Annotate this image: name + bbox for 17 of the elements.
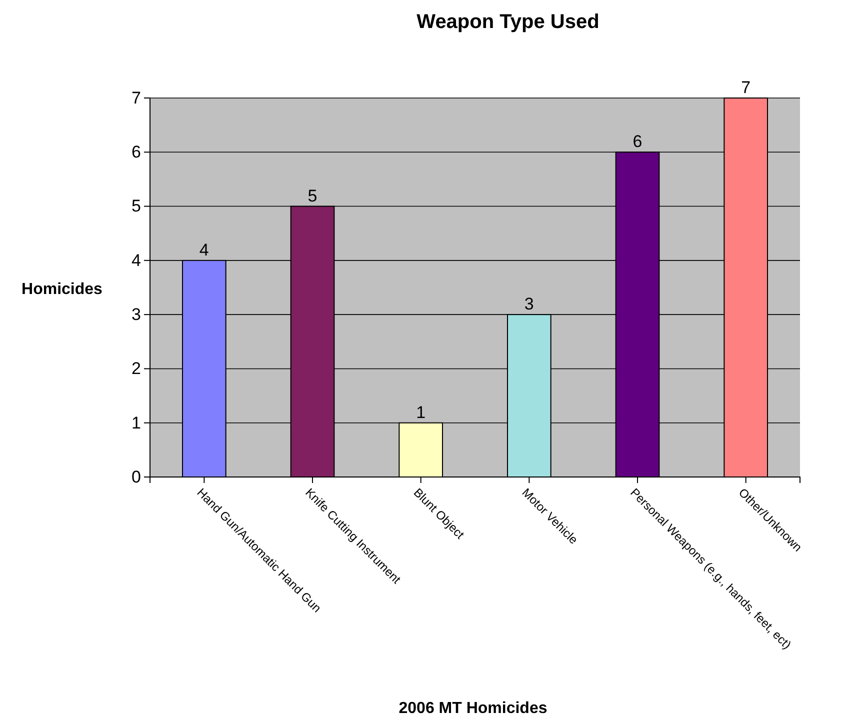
y-tick-label: 3 [132, 305, 141, 324]
x-axis-title: 2006 MT Homicides [398, 700, 548, 717]
y-tick-label: 6 [132, 142, 141, 162]
data-label: 7 [741, 78, 751, 97]
y-tick-label: 7 [132, 88, 141, 108]
data-label: 4 [199, 240, 209, 260]
data-label: 5 [308, 186, 318, 206]
data-label: 3 [524, 294, 534, 314]
y-tick-label: 2 [132, 359, 141, 378]
y-tick-label: 5 [132, 196, 141, 216]
y-tick-label: 1 [132, 413, 141, 432]
chart-title: Weapon Type Used [416, 11, 600, 33]
y-tick-label: 0 [132, 467, 141, 486]
data-label: 1 [416, 402, 426, 422]
y-axis-title: Homicides [22, 281, 103, 298]
data-label: 6 [632, 132, 642, 152]
y-tick-label: 4 [132, 250, 141, 270]
